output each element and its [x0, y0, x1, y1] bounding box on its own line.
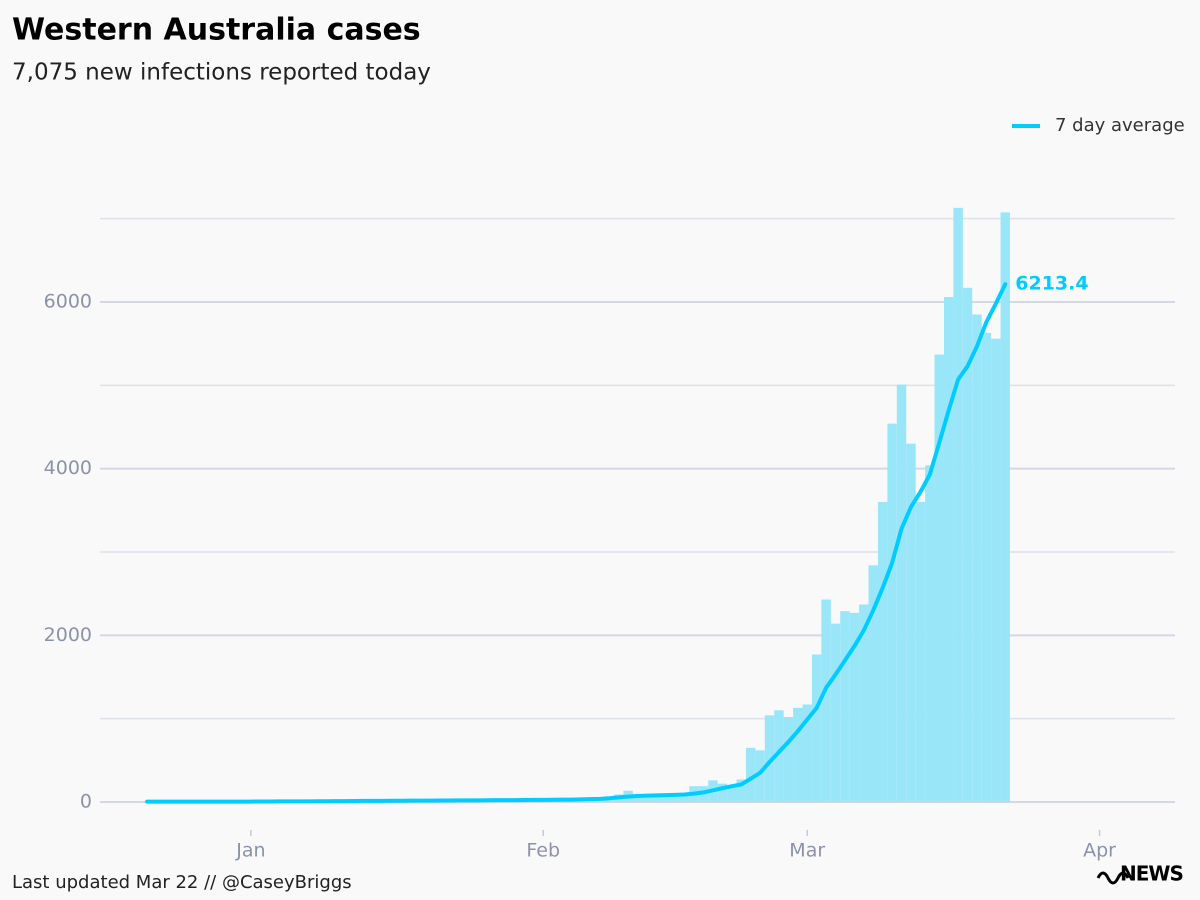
logo-icon — [1096, 871, 1130, 885]
y-tick-label: 0 — [80, 791, 92, 813]
bar — [651, 794, 662, 802]
bar — [887, 423, 897, 802]
bar — [943, 297, 954, 802]
y-tick-label: 6000 — [44, 291, 92, 313]
bar — [783, 717, 794, 802]
bar — [670, 794, 680, 802]
bar — [774, 710, 784, 802]
bar — [717, 783, 728, 802]
bar — [1000, 212, 1010, 802]
bar — [915, 502, 926, 802]
bar — [642, 795, 652, 802]
bar — [849, 612, 860, 802]
chart-title: Western Australia cases — [12, 13, 421, 48]
bar — [604, 798, 614, 802]
logo-text: NEWS — [1120, 862, 1183, 886]
bar — [830, 623, 841, 802]
end-value-label: 6213.4 — [1015, 273, 1088, 295]
y-tick-label: 2000 — [44, 624, 92, 646]
bar — [925, 465, 935, 802]
bar — [840, 611, 850, 802]
bar — [953, 207, 963, 803]
bar — [859, 604, 869, 802]
bar — [991, 338, 1001, 802]
x-tick-label: Feb — [526, 840, 560, 862]
logo: NEWS — [1096, 862, 1184, 886]
bar — [793, 707, 803, 802]
bar — [745, 747, 756, 802]
x-tick-label: Apr — [1083, 840, 1116, 862]
bar — [679, 793, 690, 802]
bar — [727, 785, 737, 802]
bar — [632, 796, 643, 802]
x-tick-label: Mar — [789, 840, 825, 862]
bar — [661, 795, 671, 802]
bar — [934, 354, 944, 802]
x-tick-label: Jan — [235, 840, 265, 862]
bar — [972, 314, 982, 802]
footer: Last updated Mar 22 // @CaseyBriggs — [12, 872, 352, 893]
bar — [981, 332, 992, 802]
bar — [877, 502, 888, 802]
chart-subtitle: 7,075 new infections reported today — [12, 60, 431, 86]
bar — [868, 565, 878, 802]
bar — [906, 443, 916, 802]
bar — [896, 384, 907, 802]
legend-label: 7 day average — [1055, 115, 1185, 136]
bar — [962, 287, 973, 802]
bar — [802, 704, 812, 802]
bar — [764, 715, 775, 802]
line — [145, 282, 1008, 804]
y-tick-label: 4000 — [44, 457, 92, 479]
bar — [821, 599, 831, 802]
bar — [736, 779, 746, 802]
bar — [755, 750, 765, 802]
bar — [811, 654, 822, 802]
